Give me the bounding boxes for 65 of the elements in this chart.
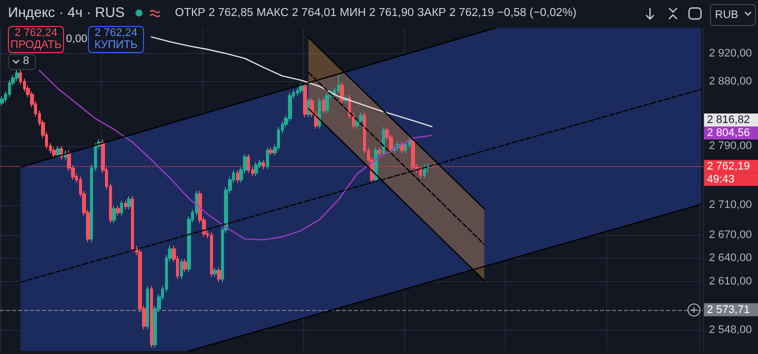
y-tick-label: 2 670,00: [709, 229, 752, 242]
candlestick: [299, 82, 303, 94]
y-tick-label: 2 790,00: [709, 140, 752, 152]
annotation: КУПИТЬ: [93, 39, 139, 51]
candlestick: [296, 87, 299, 96]
annotation: 2 762,24: [94, 27, 138, 39]
candlestick: [337, 74, 340, 94]
candlestick: [56, 146, 60, 158]
candlestick: [180, 258, 183, 280]
candlestick: [262, 159, 265, 170]
y-tick-label: 2 920,00: [709, 48, 752, 60]
candlestick: [210, 232, 213, 278]
candlestick: [307, 97, 310, 118]
candlestick: [112, 205, 116, 224]
candlestick: [150, 286, 153, 348]
candlestick: [183, 258, 187, 273]
y-tick-label: 2 710,00: [709, 199, 752, 212]
candlestick: [378, 146, 381, 157]
line-series: [150, 36, 432, 128]
candlestick: [52, 146, 56, 158]
y-tick-label: 2 610,00: [709, 275, 752, 288]
ref-line-label: 2 762,19: [707, 160, 750, 172]
candlestick: [236, 170, 239, 184]
annotation: 8: [23, 54, 30, 68]
candlestick: [266, 146, 269, 170]
candlestick: [374, 146, 378, 184]
y-tick-label: 2 548,00: [709, 324, 752, 336]
y-tick-label: 2 640,00: [709, 252, 752, 264]
candlestick: [322, 97, 325, 114]
chart-title: Индекс · 4ч · RUS: [8, 4, 125, 20]
candlestick: [359, 112, 363, 124]
candlestick: [116, 205, 120, 216]
text: RUB: [715, 9, 738, 21]
candlestick: [127, 196, 131, 210]
annotation: 0,00: [66, 32, 88, 46]
ref-line-label: 2 573,71: [707, 304, 750, 316]
candlestick: [400, 141, 404, 154]
candlestick: [247, 154, 250, 174]
annotation: 2 762,24: [14, 27, 58, 39]
candlestick: [146, 286, 149, 330]
candlestick: [0, 96, 4, 106]
candlestick: [352, 112, 355, 130]
line-series: [38, 70, 432, 240]
candlestick: [382, 126, 385, 157]
candlestick: [254, 162, 258, 177]
candlestick: [404, 141, 407, 154]
candlestick: [355, 117, 359, 130]
text: 2 816,82: [707, 114, 750, 126]
candlestick: [124, 200, 127, 210]
candlestick: [269, 146, 273, 156]
y-tick-label: 2 880,00: [709, 76, 752, 88]
candlestick: [340, 82, 344, 104]
candlestick: [303, 82, 307, 118]
candlestick: [325, 92, 329, 114]
annotation: ПРОДАТЬ: [9, 39, 63, 51]
candlestick: [411, 136, 415, 171]
candlestick: [419, 166, 422, 179]
text: 2 804,56: [707, 127, 750, 140]
candlestick: [217, 266, 221, 283]
candlestick: [213, 266, 217, 278]
text: 49:43: [707, 173, 735, 186]
candlestick: [120, 200, 123, 216]
candlestick: [131, 196, 134, 253]
candlestick: [318, 97, 321, 130]
chart-subtitle: ОТКР 2 762,85 МАКС 2 764,01 МИН 2 761,90 ЗАКР 2 762,19 −0,58 (−0,02%): [175, 6, 576, 20]
